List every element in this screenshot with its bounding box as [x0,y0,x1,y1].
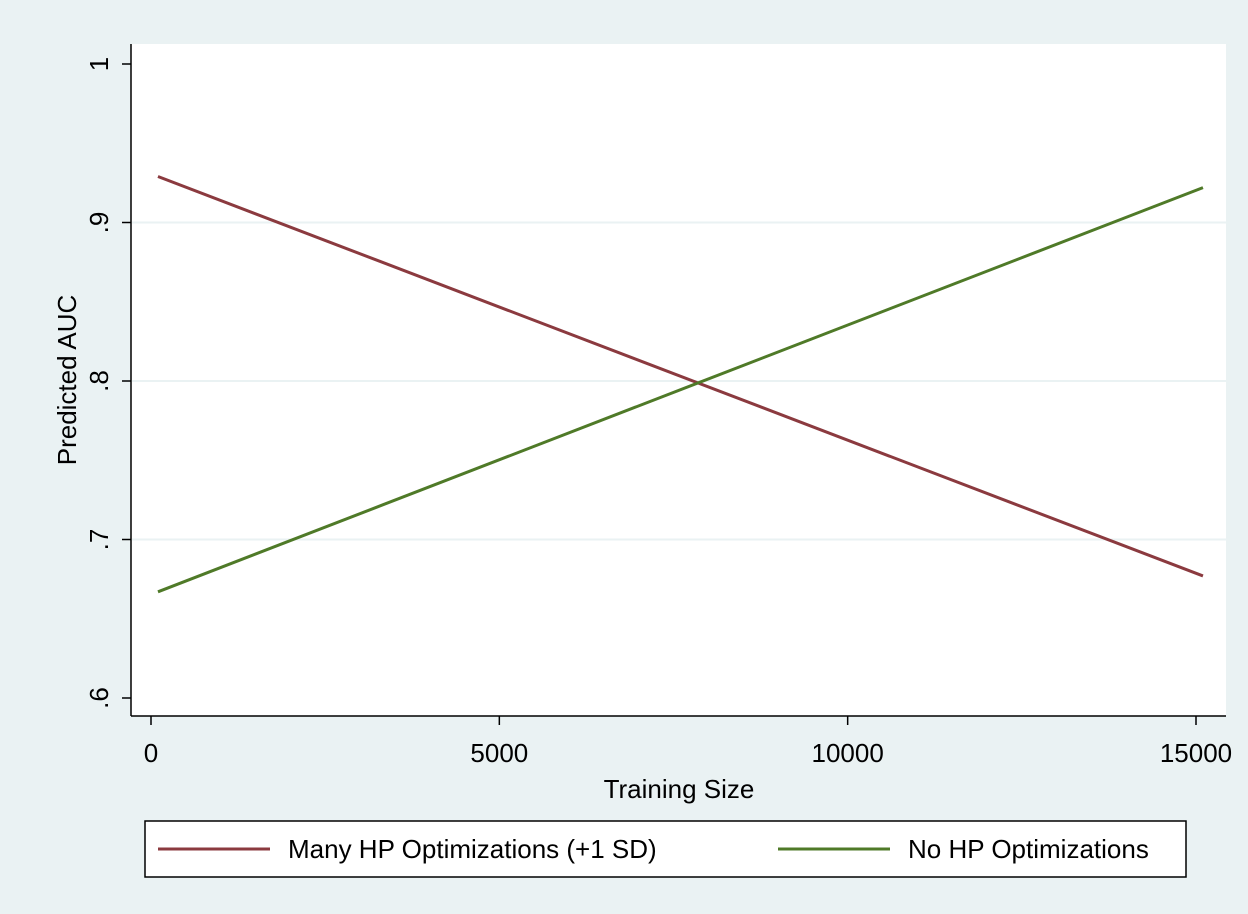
series-lines [157,175,1204,594]
x-tick-label: 10000 [812,738,884,768]
x-axis-title: Training Size [604,774,755,804]
legend-box [144,820,1187,878]
y-tick-label: .8 [84,370,114,392]
axis-ticks: .6 .7 .8 .9 1 0 5000 10000 15000 [84,57,1232,768]
grid-lines [132,221,1226,541]
legend-label-no-hp: No HP Optimizations [908,834,1149,864]
legend: Many HP Optimizations (+1 SD) No HP Opti… [144,820,1187,878]
y-axis-title: Predicted AUC [52,295,82,466]
y-tick-label: 1 [84,57,114,71]
y-tick-label: .9 [84,212,114,234]
x-tick-label: 5000 [470,738,528,768]
legend-label-many-hp: Many HP Optimizations (+1 SD) [288,834,657,864]
series-line-1 [157,186,1204,594]
series-line-0 [157,175,1204,578]
x-tick-label: 15000 [1160,738,1232,768]
x-tick-label: 0 [144,738,158,768]
y-tick-label: .6 [84,687,114,709]
y-tick-label: .7 [84,529,114,551]
